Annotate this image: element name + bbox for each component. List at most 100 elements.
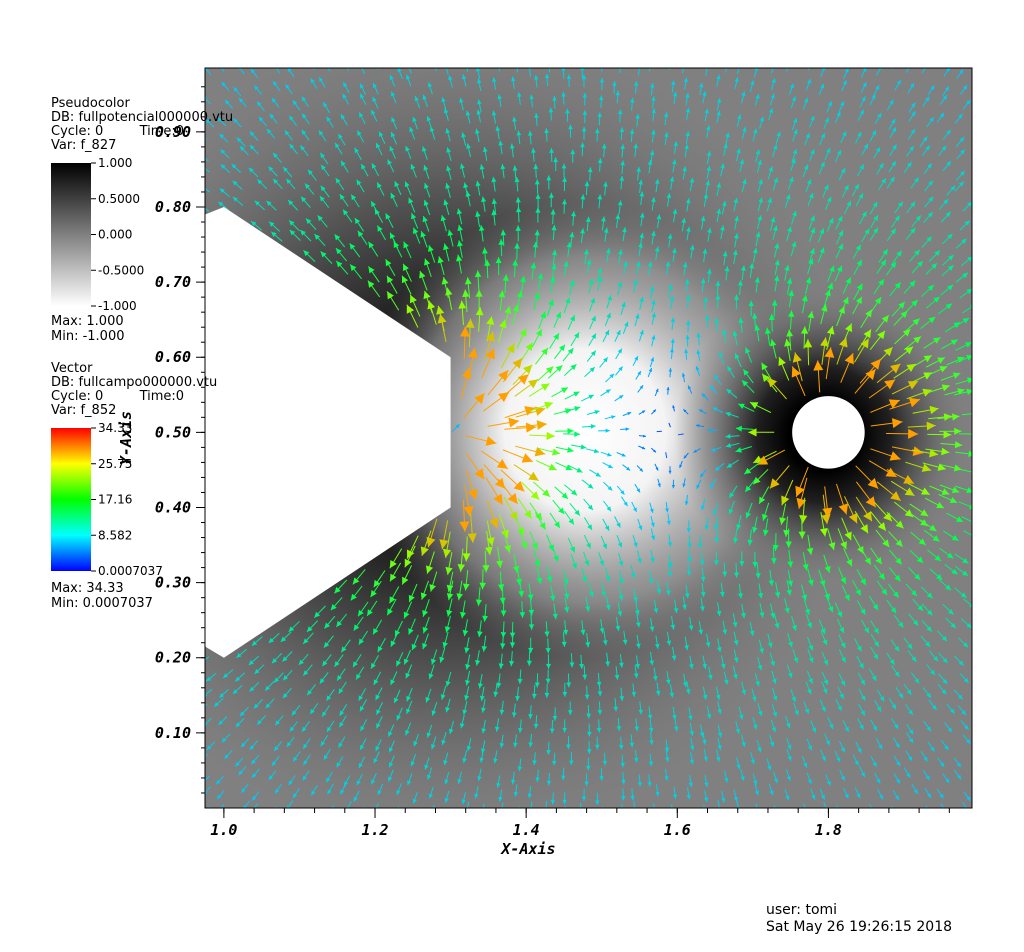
vector-arrowhead	[467, 533, 477, 543]
x-tick-label: 1.6	[664, 821, 691, 839]
vector-arrowhead	[495, 126, 501, 131]
vector-arrowhead	[639, 385, 644, 390]
vector-arrowhead	[700, 216, 706, 222]
vector-arrowhead	[838, 243, 843, 250]
vector-arrowhead	[394, 813, 398, 818]
vector-arrow	[753, 68, 758, 78]
vector-arrowhead	[597, 112, 602, 118]
vector-arrowhead	[459, 163, 465, 169]
vector-arrowhead	[927, 793, 932, 798]
vector-arrowhead	[861, 813, 865, 818]
vector-arrowhead	[714, 560, 719, 566]
vector-arrowhead	[704, 108, 709, 114]
vector-arrowhead	[358, 763, 363, 768]
vector-arrowhead	[274, 746, 279, 751]
vector-arrowhead	[288, 626, 295, 632]
vector-arrowhead	[733, 197, 739, 204]
vector-arrowhead	[532, 241, 539, 248]
vector-arrowhead	[574, 332, 580, 339]
vector-arrowhead	[668, 562, 673, 568]
vector-arrowhead	[270, 811, 274, 815]
vector-arrowhead	[651, 312, 656, 318]
vector-arrowhead	[945, 303, 953, 310]
vector-arrowhead	[753, 780, 758, 786]
vector-arrowhead	[607, 452, 612, 457]
vector-arrowhead	[570, 364, 577, 371]
vector-arrowhead	[807, 779, 812, 784]
vector-arrowhead	[582, 110, 588, 115]
vector-arrowhead	[289, 726, 295, 732]
vector-arrowhead	[791, 696, 797, 702]
vector-arrowhead	[685, 334, 690, 340]
vector-arrowhead	[810, 227, 816, 234]
vector-arrowhead	[865, 496, 876, 508]
vector-arrowhead	[844, 68, 849, 73]
vector-arrowhead	[878, 573, 885, 580]
vector-arrowhead	[774, 592, 781, 598]
vector-arrowhead	[572, 563, 578, 569]
vector-arrowhead	[891, 704, 897, 710]
vector-arrowhead	[650, 83, 655, 88]
vector-arrowhead	[921, 463, 932, 472]
vector-arrowhead	[522, 364, 533, 375]
vector-arrowhead	[702, 91, 707, 96]
vector-arrowhead	[906, 363, 916, 372]
vector-arrowhead	[966, 100, 971, 105]
vector-arrowhead	[774, 623, 780, 629]
vector-arrowhead	[786, 776, 791, 781]
vector-arrowhead	[717, 745, 722, 750]
vector-arrowhead	[251, 221, 257, 227]
vector-arrowhead	[664, 747, 670, 752]
vector-arrowhead	[770, 339, 777, 347]
vector-arrowhead	[448, 75, 453, 81]
vector-arrow	[792, 807, 794, 808]
vector-arrowhead	[820, 133, 825, 139]
vector-arrowhead	[597, 276, 603, 283]
vector-arrowhead	[942, 95, 947, 100]
vector-arrowhead	[773, 778, 778, 784]
vector-arrowhead	[840, 642, 846, 649]
vector-arrowhead	[893, 811, 897, 816]
vector-arrowhead	[651, 335, 656, 340]
vector-arrowhead	[821, 756, 826, 761]
vector-arrowhead	[583, 249, 589, 255]
vector-arrowhead	[349, 243, 356, 250]
vector-arrowhead	[671, 80, 676, 85]
vector-arrowhead	[303, 638, 309, 644]
vector-arrowhead	[515, 695, 521, 702]
vector-arrowhead	[236, 137, 242, 143]
vector-arrowhead	[633, 673, 639, 679]
y-tick-label: 0.30	[155, 574, 191, 592]
vector-arrowhead	[715, 280, 721, 286]
vector-arrowhead	[860, 578, 866, 586]
vector-arrowhead	[732, 621, 738, 628]
vector-arrowhead	[844, 594, 850, 601]
vector-arrowhead	[569, 231, 575, 238]
vector-arrowhead	[688, 625, 694, 631]
vector-arrowhead	[336, 620, 342, 627]
colorbar-label: 0.000	[98, 228, 132, 242]
vector-arrowhead	[947, 284, 954, 291]
vector-arrow	[238, 68, 245, 75]
vector-arrowhead	[957, 388, 965, 395]
vector-arrowhead	[859, 109, 864, 115]
vector-arrowhead	[631, 691, 637, 697]
vector-arrowhead	[737, 280, 743, 286]
vector-arrowhead	[856, 793, 861, 798]
vector-arrowhead	[533, 75, 539, 80]
vector-arrowhead	[518, 727, 523, 733]
vector-arrowhead	[929, 405, 939, 415]
vector-arrowhead	[945, 211, 951, 218]
vector-db: DB: fullcampo000000.vtu	[51, 375, 218, 390]
vector-arrowhead	[326, 116, 331, 122]
vector-arrowhead	[495, 257, 502, 264]
vector-arrowhead	[321, 164, 326, 171]
vector-arrowhead	[235, 676, 241, 682]
vector-arrowhead	[251, 759, 256, 765]
vector-arrowhead	[722, 571, 728, 577]
vector-arrowhead	[597, 158, 603, 163]
vector-arrowhead	[257, 719, 262, 725]
vector-arrowhead	[819, 228, 825, 235]
vector-arrowhead	[448, 728, 454, 735]
vector-arrowhead	[650, 535, 656, 541]
